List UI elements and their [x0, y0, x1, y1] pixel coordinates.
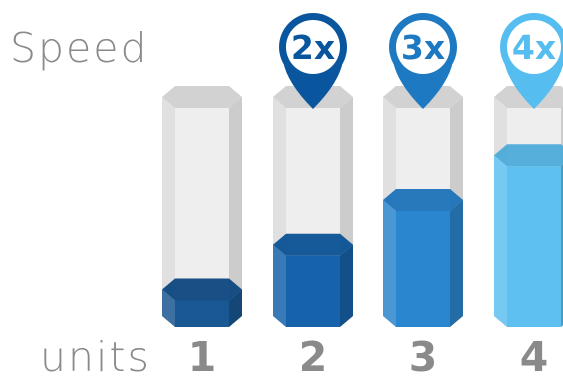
x-tick-label: 4 — [519, 333, 549, 377]
data-label: 3x — [401, 28, 445, 67]
glass-top-cap — [162, 86, 242, 108]
fill-face-2 — [450, 199, 463, 327]
x-tick-label: 1 — [187, 333, 217, 377]
y-axis-label: Speed — [10, 24, 149, 72]
fill-face-1 — [286, 255, 340, 327]
data-label-pin-4: 4x — [500, 13, 563, 109]
fill-face-0 — [273, 244, 286, 327]
data-label-pin-2: 2x — [279, 13, 347, 109]
x-tick-label: 2 — [298, 333, 328, 377]
fill-top-cap — [273, 233, 353, 256]
pin-inner — [286, 20, 340, 74]
fill-face-1 — [175, 300, 229, 327]
fill-face-1 — [396, 210, 450, 327]
data-label-pin-3: 3x — [389, 13, 457, 109]
fill-face-0 — [162, 289, 175, 327]
pin-inner — [396, 20, 450, 74]
x-tick-label: 3 — [408, 333, 438, 377]
glass-face-2 — [229, 97, 242, 327]
x-axis-label: units — [40, 333, 151, 377]
fill-face-2 — [340, 244, 353, 327]
fill-face-0 — [494, 155, 507, 327]
fill-top-cap — [494, 144, 563, 167]
glass-face-0 — [162, 97, 175, 327]
fill-face-1 — [507, 166, 561, 327]
data-label: 4x — [512, 28, 556, 67]
glass-face-1 — [175, 108, 229, 327]
bar-3 — [383, 86, 463, 327]
fill-top-cap — [383, 188, 463, 211]
pin-inner — [507, 20, 561, 74]
bar-1 — [162, 86, 242, 327]
bar-2 — [273, 86, 353, 327]
fill-top-cap — [162, 278, 242, 301]
bar-4 — [494, 86, 563, 327]
fill-face-0 — [383, 199, 396, 327]
data-label: 2x — [291, 28, 335, 67]
fill-face-2 — [229, 289, 242, 327]
